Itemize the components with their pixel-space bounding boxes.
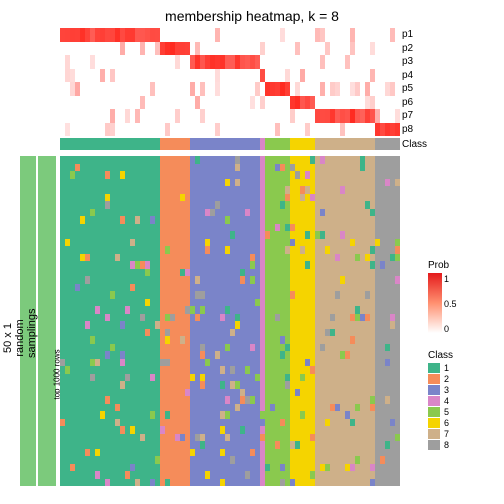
legend-class-label: 1 <box>444 363 449 373</box>
legend-class-label: 5 <box>444 407 449 417</box>
legend-swatch-icon <box>428 440 440 450</box>
side-annotation-inner <box>38 156 56 486</box>
legend-class-row: 1 <box>428 363 498 373</box>
legend-class-row: 4 <box>428 396 498 406</box>
class-annotation-strip <box>60 138 400 150</box>
legend-class-label: 6 <box>444 418 449 428</box>
prob-row-labels: p1p2p3p4p5p6p7p8 <box>402 28 413 136</box>
consensus-heatmap <box>60 156 400 486</box>
legend-class-row: 6 <box>428 418 498 428</box>
legend-class-title: Class <box>428 350 498 361</box>
legend-class-row: 5 <box>428 407 498 417</box>
legend-class-label: 7 <box>444 429 449 439</box>
legend-swatch-icon <box>428 374 440 384</box>
chart-title: membership heatmap, k = 8 <box>0 8 504 24</box>
legend-class-row: 8 <box>428 440 498 450</box>
prob-heatmap <box>60 28 400 136</box>
legend-class-label: 8 <box>444 440 449 450</box>
legend-class: Class 12345678 <box>428 350 498 451</box>
legend-prob: Prob 10.50 <box>428 260 488 333</box>
legend-class-label: 3 <box>444 385 449 395</box>
legend-class-label: 4 <box>444 396 449 406</box>
legend-prob-ticks: 10.50 <box>444 274 457 334</box>
class-strip-label: Class <box>402 139 427 150</box>
side-label-outer: 50 x 1 random samplings <box>2 318 38 358</box>
legend-swatch-icon <box>428 385 440 395</box>
legend-class-row: 3 <box>428 385 498 395</box>
legend-swatch-icon <box>428 396 440 406</box>
legend-prob-colorbar <box>428 273 442 333</box>
legend-swatch-icon <box>428 418 440 428</box>
legend-class-row: 2 <box>428 374 498 384</box>
legend-class-row: 7 <box>428 429 498 439</box>
legend-swatch-icon <box>428 407 440 417</box>
gap <box>60 150 400 153</box>
legend-swatch-icon <box>428 363 440 373</box>
legend-swatch-icon <box>428 429 440 439</box>
legend-class-label: 2 <box>444 374 449 384</box>
legend-prob-title: Prob <box>428 260 488 271</box>
